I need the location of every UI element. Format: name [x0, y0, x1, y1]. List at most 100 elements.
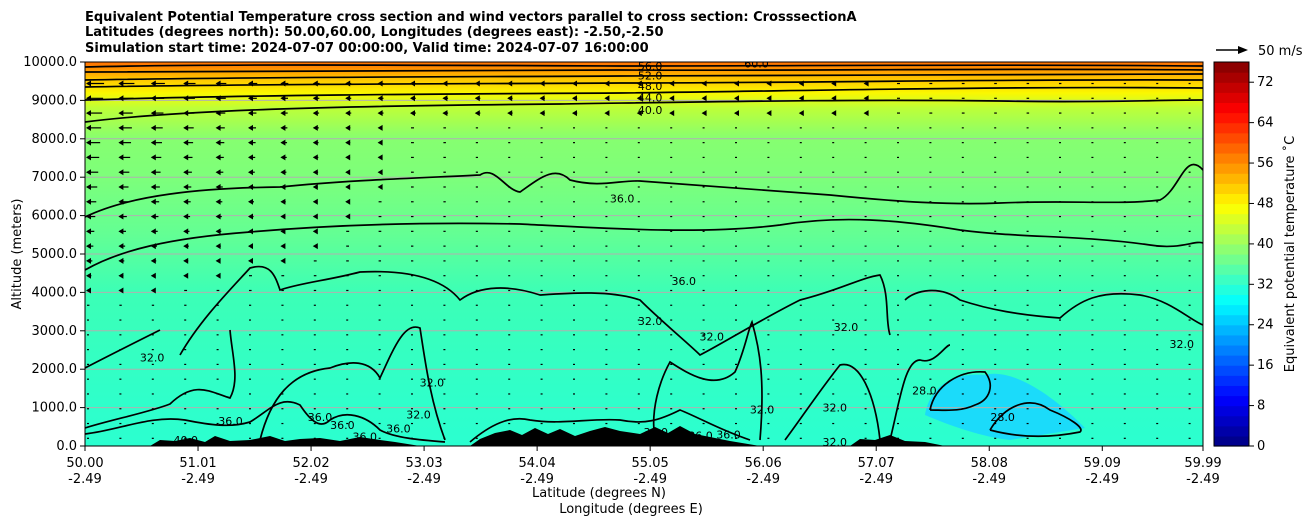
wind-arrowhead: [312, 213, 318, 220]
contour-label: 36.0: [353, 430, 378, 443]
x-tick-label-lat: 59.99: [1184, 456, 1221, 471]
wind-arrowhead: [150, 80, 156, 87]
wind-arrowhead: [118, 243, 124, 250]
wind-arrowhead: [474, 110, 480, 117]
colorbar-tick-label: 48: [1257, 196, 1274, 211]
contour-label: 36.0: [671, 275, 696, 288]
wind-arrowhead: [312, 169, 318, 176]
wind-arrowhead: [507, 110, 513, 117]
colorbar-tick-label: 40: [1257, 237, 1274, 252]
wind-arrowhead: [150, 169, 156, 176]
wind-arrowhead: [86, 124, 91, 131]
contour-label: 28.0: [990, 411, 1015, 424]
y-tick-label: 6000.0: [32, 209, 78, 224]
wind-arrowhead: [215, 154, 221, 161]
colorbar-tick-label: 16: [1257, 358, 1274, 373]
contour-32-low-center: [652, 319, 763, 441]
wind-arrowhead: [280, 243, 286, 250]
wind-arrowhead: [150, 257, 156, 264]
wind-arrowhead: [150, 198, 156, 205]
colorbar-band: [1214, 233, 1249, 245]
wind-arrowhead: [248, 154, 253, 161]
wind-arrowhead: [86, 272, 91, 279]
wind-arrowhead: [636, 95, 642, 102]
wind-arrowhead: [345, 139, 351, 146]
y-axis: 0.0 1000.0 2000.0 3000.0 4000.0 5000.0 6000.0 7…: [23, 55, 85, 454]
wind-arrowhead: [345, 183, 351, 190]
y-tick-label: 1000.0: [32, 401, 78, 416]
colorbar-band: [1214, 274, 1249, 285]
wind-arrowhead: [150, 139, 156, 146]
wind-arrowhead: [312, 110, 318, 117]
y-tick-label: 2000.0: [32, 362, 78, 377]
wind-arrowhead: [118, 124, 124, 131]
wind-arrowhead: [345, 124, 351, 131]
wind-arrowhead: [312, 228, 318, 235]
wind-arrowhead: [86, 228, 91, 235]
wind-arrowhead: [345, 154, 351, 161]
wind-arrowhead: [798, 110, 804, 117]
x-tick-label-lon: -2.49: [633, 472, 667, 487]
wind-arrowhead: [377, 169, 383, 176]
x-tick-label-lat: 58.08: [971, 456, 1008, 471]
wind-arrowhead: [312, 154, 318, 161]
contour-labels: 40.036.0 36.036.036.036.032.032.032.036.0…: [140, 58, 1194, 446]
wind-arrowhead: [248, 243, 253, 250]
wind-arrowhead: [215, 213, 221, 220]
wind-arrowhead: [831, 95, 837, 102]
colorbar-label: Equivalent potential temperature ˚C: [1282, 136, 1298, 372]
wind-arrowhead: [183, 169, 189, 176]
x-tick-label-lat: 57.07: [858, 456, 895, 471]
colorbar-band: [1214, 294, 1249, 306]
wind-arrowhead: [118, 287, 124, 294]
terrain: [150, 426, 945, 446]
wind-arrowhead: [86, 287, 91, 294]
x-tick-label-lat: 59.09: [1084, 456, 1121, 471]
x-tick-label-lon: -2.49: [1186, 472, 1220, 487]
wind-arrowhead: [539, 110, 545, 117]
wind-arrowhead: [280, 139, 286, 146]
x-tick-label-lon: -2.49: [972, 472, 1006, 487]
wind-arrowhead: [150, 228, 156, 235]
colorbar-tick-label: 32: [1257, 277, 1274, 292]
contour-label: 32.0: [638, 315, 663, 328]
quiver-key: 50 m/s: [1216, 44, 1303, 59]
wind-arrowhead: [183, 198, 189, 205]
wind-arrowhead: [183, 213, 189, 220]
wind-arrowhead: [118, 257, 124, 264]
contour-32-low-mid: [259, 326, 446, 441]
colorbar-tick-label: 72: [1257, 75, 1274, 90]
wind-arrowhead: [474, 95, 480, 102]
wind-arrowhead: [118, 110, 124, 117]
wind-arrowhead: [572, 110, 577, 117]
wind-arrowhead: [798, 95, 804, 102]
x-tick-label-lat: 50.00: [66, 456, 103, 471]
colorbar-band: [1214, 435, 1249, 447]
contour-label: 36.0: [330, 419, 355, 432]
y-tick-label: 4000.0: [32, 285, 78, 300]
wind-arrowhead: [280, 213, 286, 220]
colorbar-band: [1214, 102, 1249, 114]
wind-arrowhead: [539, 95, 545, 102]
wind-arrowhead: [377, 154, 383, 161]
wind-arrowhead: [766, 95, 772, 102]
contour-60: [85, 64, 1203, 68]
y-tick-label: 9000.0: [32, 93, 78, 108]
wind-arrowhead: [280, 154, 286, 161]
contour-label: 60.0: [744, 58, 769, 71]
colorbar-band: [1214, 223, 1249, 235]
wind-arrowhead: [183, 124, 189, 131]
wind-arrowhead: [312, 139, 318, 146]
wind-arrowhead: [215, 257, 221, 264]
wind-arrowhead: [86, 139, 91, 146]
wind-arrowhead: [410, 95, 415, 102]
wind-arrowhead: [604, 95, 610, 102]
wind-arrowhead: [248, 213, 253, 220]
x-tick-label-lat: 51.01: [179, 456, 216, 471]
contour-label: 48.0: [638, 80, 663, 93]
wind-arrowhead: [604, 110, 610, 117]
wind-arrowhead: [86, 169, 91, 176]
wind-arrowhead: [150, 124, 156, 131]
contour-label: 36.0: [218, 415, 243, 428]
wind-arrowhead: [572, 95, 577, 102]
